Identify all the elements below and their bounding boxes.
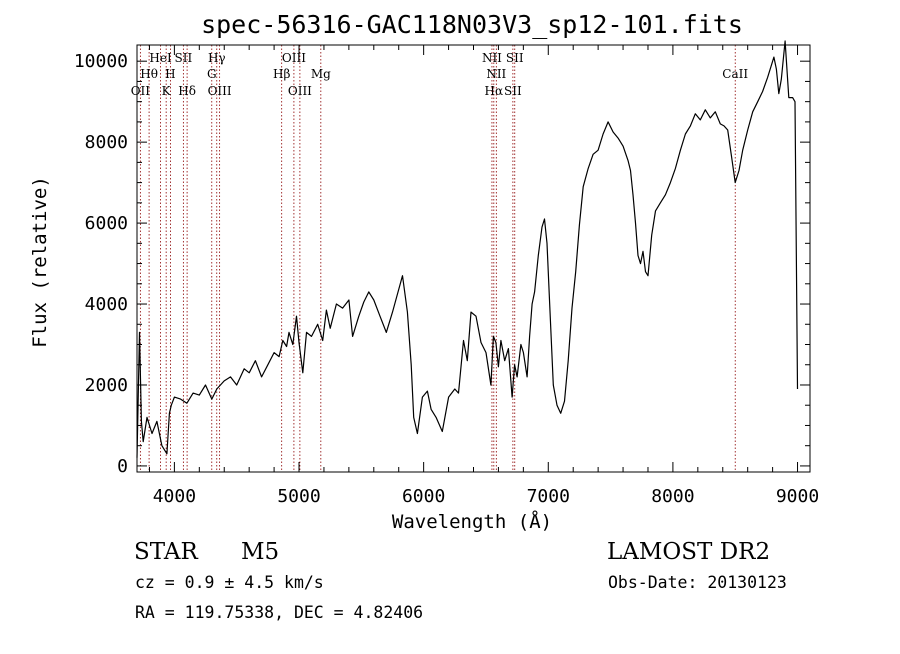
line-label-8: Hγ xyxy=(208,51,226,65)
redshift-text: cz = 0.9 ± 4.5 km/s xyxy=(135,573,324,592)
line-label-3: K xyxy=(162,84,172,98)
x-tick-labels: 4000 5000 6000 7000 8000 9000 xyxy=(153,486,820,507)
y-tick-label-2: 4000 xyxy=(85,294,128,315)
y-tick-labels: 0 2000 4000 6000 8000 10000 xyxy=(74,51,128,477)
line-label-19: CaII xyxy=(722,67,748,81)
plot-frame xyxy=(136,44,811,473)
line-label-17: SII xyxy=(504,84,522,98)
object-subclass: M5 xyxy=(241,539,280,565)
line-label-14: NII xyxy=(482,51,502,65)
line-label-11: OIII xyxy=(282,51,306,65)
line-label-4: H xyxy=(165,67,175,81)
x-tick-label-0: 4000 xyxy=(153,486,196,507)
axis-ticks xyxy=(137,45,810,472)
line-label-10: Hβ xyxy=(273,67,290,81)
y-tick-label-3: 6000 xyxy=(85,213,128,234)
object-class: STAR xyxy=(134,539,198,565)
spectral-line-markers xyxy=(139,45,736,472)
line-label-13: Mg xyxy=(311,67,331,81)
y-tick-label-4: 8000 xyxy=(85,132,128,153)
x-tick-label-2: 6000 xyxy=(402,486,445,507)
line-label-9: OIII xyxy=(208,84,232,98)
line-label-15: Hα xyxy=(485,84,504,98)
survey-label: LAMOST DR2 xyxy=(607,539,771,565)
obs-date-text: Obs-Date: 20130123 xyxy=(608,573,787,592)
line-label-2: HeI xyxy=(149,51,172,65)
spectral-line-labels: OIIHθHeIKHSIIHδGHγOIIIHβOIIIOIIIMgNIIHαN… xyxy=(131,51,749,98)
line-label-0: OII xyxy=(131,84,151,98)
x-axis-label: Wavelength (Å) xyxy=(392,510,552,533)
line-label-16: NII xyxy=(486,67,506,81)
x-tick-label-4: 8000 xyxy=(651,486,694,507)
line-label-6: Hδ xyxy=(178,84,196,98)
chart-title: spec-56316-GAC118N03V3_sp12-101.fits xyxy=(201,10,743,39)
y-tick-label-1: 2000 xyxy=(85,375,128,396)
line-label-12: OIII xyxy=(288,84,312,98)
line-label-1: Hθ xyxy=(140,67,158,81)
line-label-7: G xyxy=(207,67,217,81)
line-label-18: SII xyxy=(506,51,524,65)
y-axis-label: Flux (relative) xyxy=(29,176,51,348)
x-tick-label-1: 5000 xyxy=(277,486,320,507)
spectrum-line xyxy=(136,40,799,458)
x-tick-label-3: 7000 xyxy=(527,486,570,507)
y-tick-label-0: 0 xyxy=(117,456,128,477)
x-tick-label-5: 9000 xyxy=(776,486,819,507)
line-label-5: SII xyxy=(175,51,193,65)
y-tick-label-5: 10000 xyxy=(74,51,128,72)
coordinates-text: RA = 119.75338, DEC = 4.82406 xyxy=(135,603,424,622)
